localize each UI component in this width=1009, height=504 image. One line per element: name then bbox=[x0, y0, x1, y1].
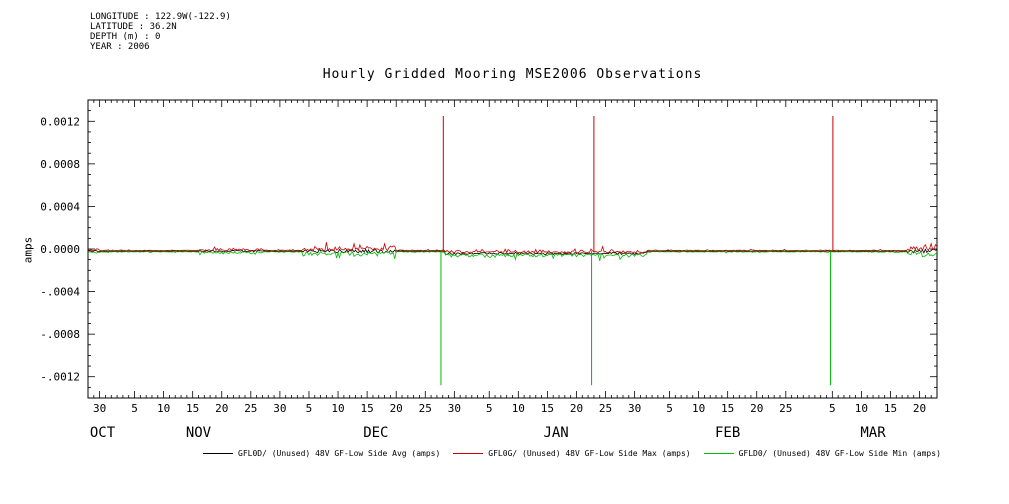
svg-text:5: 5 bbox=[666, 402, 673, 415]
svg-text:0.0000: 0.0000 bbox=[40, 243, 80, 256]
legend-item-min: GFLD0/ (Unused) 48V GF-Low Side Min (amp… bbox=[703, 449, 941, 458]
svg-text:25: 25 bbox=[779, 402, 792, 415]
svg-text:5: 5 bbox=[131, 402, 138, 415]
data-series bbox=[87, 115, 938, 386]
chart-title: Hourly Gridded Mooring MSE2006 Observati… bbox=[322, 67, 703, 82]
svg-text:25: 25 bbox=[599, 402, 612, 415]
svg-text:0.0004: 0.0004 bbox=[40, 200, 80, 213]
legend-swatch-min bbox=[703, 453, 734, 454]
svg-text:-.0008: -.0008 bbox=[40, 328, 80, 341]
series-max-line bbox=[87, 242, 938, 254]
svg-text:5: 5 bbox=[306, 402, 313, 415]
svg-text:NOV: NOV bbox=[186, 425, 212, 441]
svg-text:30: 30 bbox=[93, 402, 106, 415]
svg-text:-.0012: -.0012 bbox=[40, 371, 80, 384]
svg-text:0.0012: 0.0012 bbox=[40, 115, 80, 128]
legend-label-avg: GFL0D/ (Unused) 48V GF-Low Side Avg (amp… bbox=[238, 449, 441, 458]
svg-text:30: 30 bbox=[448, 402, 461, 415]
svg-text:10: 10 bbox=[512, 402, 525, 415]
svg-text:OCT: OCT bbox=[90, 425, 116, 441]
legend-item-max: GFL0G/ (Unused) 48V GF-Low Side Max (amp… bbox=[453, 449, 691, 458]
svg-text:20: 20 bbox=[913, 402, 926, 415]
axes: 30 5 10 15 20 25 30 5 10 15 20 25 30 5 10 15 20 25 30 5 10 15… bbox=[40, 99, 938, 441]
meta-year: YEAR : 2006 bbox=[90, 42, 150, 52]
svg-text:15: 15 bbox=[884, 402, 897, 415]
svg-text:-.0004: -.0004 bbox=[40, 286, 80, 299]
svg-text:15: 15 bbox=[541, 402, 554, 415]
svg-text:5: 5 bbox=[486, 402, 493, 415]
svg-text:20: 20 bbox=[390, 402, 403, 415]
svg-text:10: 10 bbox=[855, 402, 868, 415]
svg-text:10: 10 bbox=[331, 402, 344, 415]
svg-text:15: 15 bbox=[721, 402, 734, 415]
svg-text:JAN: JAN bbox=[543, 425, 568, 441]
svg-text:5: 5 bbox=[829, 402, 836, 415]
svg-text:0.0008: 0.0008 bbox=[40, 158, 80, 171]
svg-text:10: 10 bbox=[692, 402, 705, 415]
svg-text:20: 20 bbox=[750, 402, 763, 415]
svg-text:15: 15 bbox=[186, 402, 199, 415]
legend-item-avg: GFL0D/ (Unused) 48V GF-Low Side Avg (amp… bbox=[203, 449, 440, 458]
legend-label-max: GFL0G/ (Unused) 48V GF-Low Side Max (amp… bbox=[488, 449, 691, 458]
svg-text:FEB: FEB bbox=[715, 425, 740, 441]
svg-text:15: 15 bbox=[360, 402, 373, 415]
svg-text:30: 30 bbox=[628, 402, 641, 415]
svg-text:20: 20 bbox=[215, 402, 228, 415]
meta-latitude: LATITUDE : 36.2N bbox=[90, 22, 177, 32]
meta-depth: DEPTH (m) : 0 bbox=[90, 32, 161, 42]
svg-text:25: 25 bbox=[419, 402, 432, 415]
series-min-line bbox=[87, 250, 938, 262]
svg-text:25: 25 bbox=[244, 402, 257, 415]
legend-swatch-avg bbox=[203, 453, 233, 454]
svg-text:10: 10 bbox=[157, 402, 170, 415]
svg-text:DEC: DEC bbox=[363, 425, 388, 441]
legend-swatch-max bbox=[453, 453, 484, 454]
svg-text:20: 20 bbox=[570, 402, 583, 415]
legend: GFL0D/ (Unused) 48V GF-Low Side Avg (amp… bbox=[203, 449, 941, 458]
station-metadata: LONGITUDE : 122.9W(-122.9) LATITUDE : 36… bbox=[90, 12, 231, 52]
series-avg-line bbox=[87, 248, 938, 256]
legend-label-min: GFLD0/ (Unused) 48V GF-Low Side Min (amp… bbox=[738, 449, 941, 458]
svg-text:MAR: MAR bbox=[860, 425, 886, 441]
svg-text:30: 30 bbox=[273, 402, 286, 415]
meta-longitude: LONGITUDE : 122.9W(-122.9) bbox=[90, 12, 231, 22]
